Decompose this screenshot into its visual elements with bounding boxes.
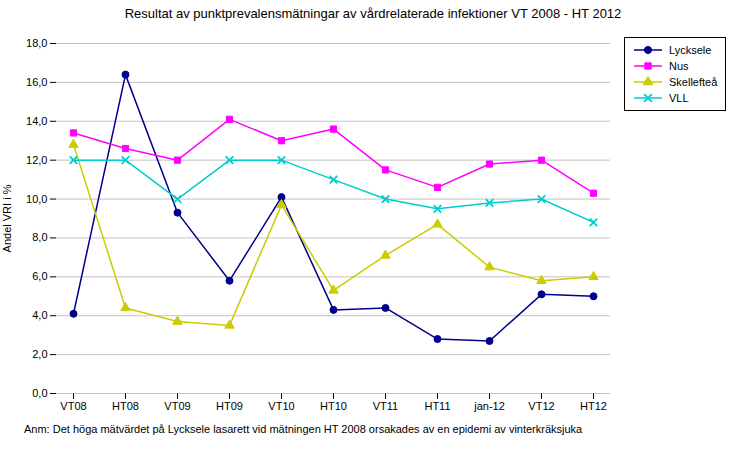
html-text:VLL: VLL (669, 92, 689, 104)
html-text:Lycksele: Lycksele (669, 44, 712, 56)
svg-text:VT10: VT10 (268, 400, 294, 412)
svg-text:18,0: 18,0 (26, 37, 47, 49)
html-text:Anm: Det höga mätvärdet på Lyc: Anm: Det höga mätvärdet på Lycksele lasa… (24, 423, 583, 435)
svg-text:VT08: VT08 (60, 400, 86, 412)
svg-text:VT11: VT11 (373, 400, 398, 412)
html-text:Skellefteå: Skellefteå (669, 76, 718, 88)
svg-text:HT11: HT11 (424, 400, 450, 412)
svg-text:HT12: HT12 (580, 400, 607, 412)
svg-text:0,0: 0,0 (32, 387, 47, 399)
svg-text:VT09: VT09 (164, 400, 190, 412)
html-text:Nus: Nus (669, 60, 689, 72)
svg-text:10,0: 10,0 (26, 193, 47, 205)
svg-text:HT10: HT10 (320, 400, 347, 412)
svg-text:12,0: 12,0 (26, 154, 47, 166)
svg-text:4,0: 4,0 (32, 309, 47, 321)
svg-text:14,0: 14,0 (26, 115, 47, 127)
svg-text:HT09: HT09 (216, 400, 243, 412)
svg-text:16,0: 16,0 (26, 76, 47, 88)
svg-text:jan-12: jan-12 (473, 400, 505, 412)
html-text:Resultat av punktprevalensmätn: Resultat av punktprevalensmätningar av v… (124, 6, 622, 21)
svg-text:Andel VRI i %: Andel VRI i % (1, 184, 13, 252)
svg-text:VT12: VT12 (528, 400, 554, 412)
svg-text:HT08: HT08 (112, 400, 139, 412)
svg-text:6,0: 6,0 (32, 270, 47, 282)
svg-text:8,0: 8,0 (32, 231, 47, 243)
svg-text:2,0: 2,0 (32, 348, 47, 360)
